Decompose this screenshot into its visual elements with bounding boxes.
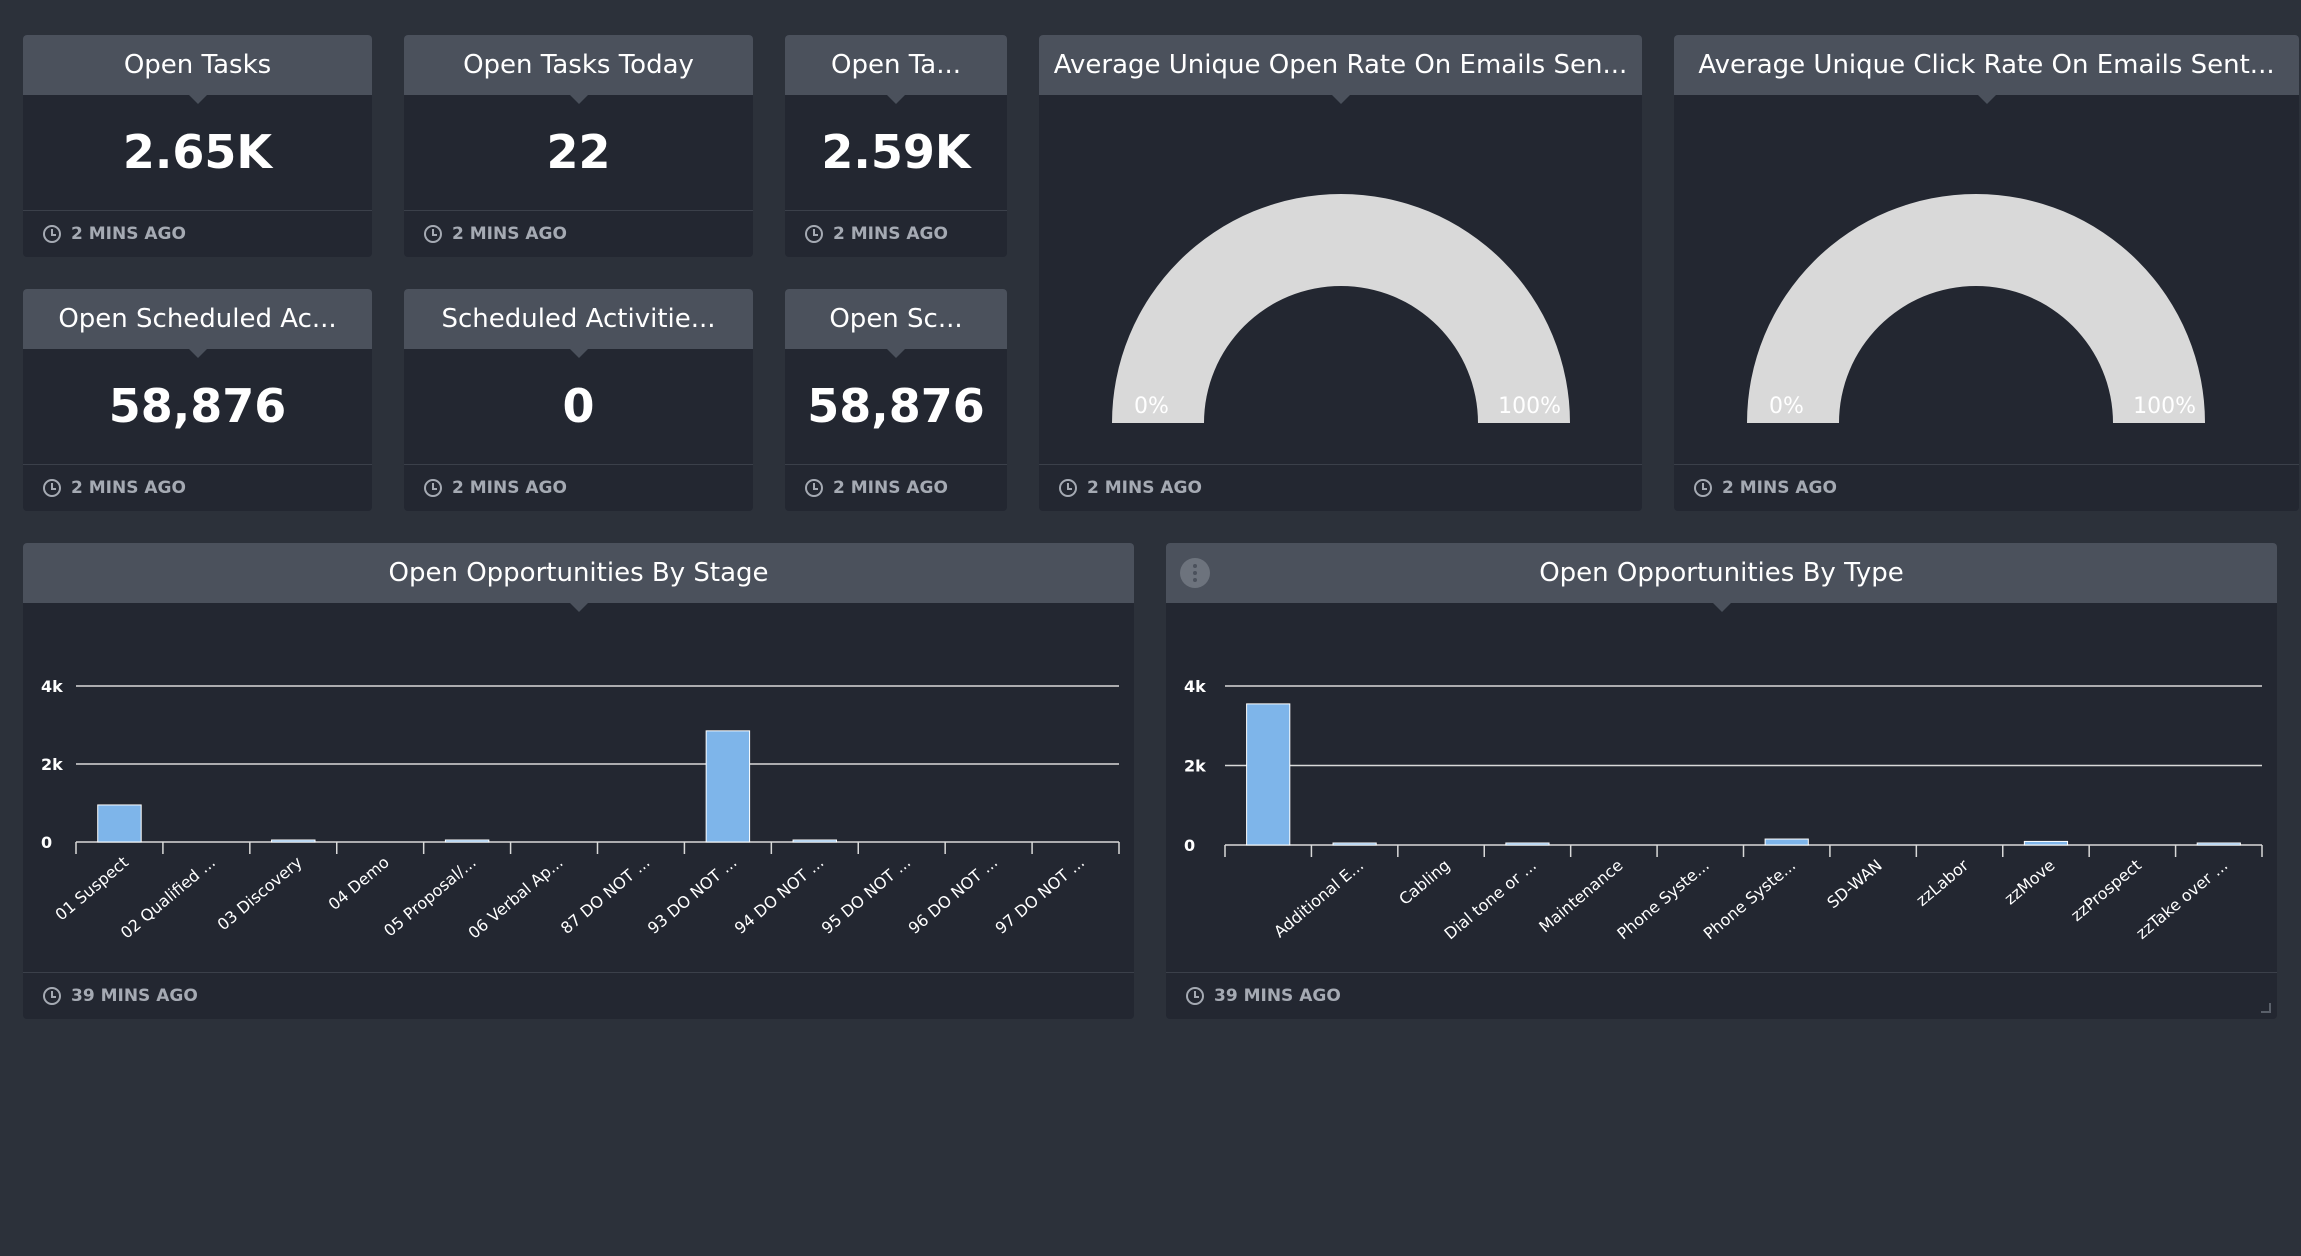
clock-icon: [1059, 479, 1077, 497]
x-tick-label: Phone Syste...: [1613, 856, 1713, 944]
last-updated: 39 MINS AGO: [1166, 972, 2277, 1019]
tile-click-rate-gauge[interactable]: Average Unique Click Rate On Emails Sent…: [1674, 35, 2299, 511]
last-updated: 2 MINS AGO: [1674, 464, 2299, 511]
tile-title: Open Scheduled Ac...: [23, 289, 372, 358]
y-tick-label: 4k: [41, 677, 63, 696]
bar: [271, 839, 316, 843]
last-updated: 2 MINS AGO: [404, 210, 753, 257]
x-tick-label: 96 DO NOT ...: [905, 853, 1002, 938]
chart-title: Open Opportunities By Type: [1166, 543, 2277, 612]
x-tick-label: 01 Suspect: [52, 853, 133, 925]
y-tick-label: 0: [41, 833, 52, 852]
y-tick-label: 4k: [1184, 677, 1206, 696]
bar: [2196, 842, 2241, 846]
tile-title: Average Unique Open Rate On Emails Sen..…: [1039, 35, 1642, 104]
x-tick-label: 95 DO NOT ...: [818, 853, 915, 938]
last-updated: 2 MINS AGO: [785, 464, 1007, 511]
tile-open-rate-gauge[interactable]: Average Unique Open Rate On Emails Sen..…: [1039, 35, 1642, 511]
bar: [1505, 842, 1550, 846]
x-tick-label: 02 Qualified ...: [117, 853, 219, 943]
x-tick-label: 06 Verbal Ap...: [464, 853, 566, 943]
gauge: 0% 100%: [1747, 194, 2205, 423]
clock-icon: [43, 225, 61, 243]
tile-opportunities-by-stage[interactable]: Open Opportunities By Stage 0 2k 4k 01 Susp…: [23, 543, 1134, 1019]
metric-value: 0: [562, 379, 595, 433]
metric-value: 2.59K: [821, 125, 971, 179]
y-tick-label: 2k: [1184, 757, 1206, 776]
gauge-min-label: 0%: [1769, 394, 1804, 419]
last-updated: 2 MINS AGO: [23, 210, 372, 257]
clock-icon: [805, 225, 823, 243]
last-updated: 2 MINS AGO: [785, 210, 1007, 257]
metric-value: 58,876: [807, 379, 985, 433]
x-tick-label: 87 DO NOT ...: [557, 853, 654, 938]
x-tick-label: Dial tone or ...: [1441, 856, 1541, 944]
tile-open-tasks[interactable]: Open Tasks 2.65K 2 MINS AGO: [23, 35, 372, 257]
clock-icon: [805, 479, 823, 497]
x-tick-label: 97 DO NOT ...: [992, 853, 1089, 938]
metric-value: 58,876: [108, 379, 287, 433]
x-tick-label: zzTake over ...: [2132, 856, 2231, 943]
gauge-arc: [1112, 194, 1570, 423]
bar: [792, 839, 838, 843]
tile-scheduled-activities[interactable]: Scheduled Activitie... 0 2 MINS AGO: [404, 289, 753, 511]
gauge-max-label: 100%: [1498, 394, 1561, 419]
gauge-arc: [1747, 194, 2205, 423]
x-tick-label: zzLabor: [1912, 855, 1972, 910]
tile-title: Scheduled Activitie...: [404, 289, 753, 358]
clock-icon: [424, 225, 442, 243]
x-tick-label: zzProspect: [2067, 856, 2145, 926]
x-tick-label: Additional E...: [1270, 856, 1367, 942]
bar: [97, 804, 142, 843]
x-tick-label: SD-WAN: [1823, 856, 1885, 913]
bar: [2023, 840, 2069, 846]
tile-title: Average Unique Click Rate On Emails Sent…: [1674, 35, 2299, 104]
tile-open-scheduled-activities[interactable]: Open Scheduled Ac... 58,876 2 MINS AGO: [23, 289, 372, 511]
tile-title: Open Sc...: [785, 289, 1007, 358]
x-tick-label: Maintenance: [1535, 856, 1626, 937]
bar: [1332, 842, 1377, 846]
bar: [1764, 838, 1809, 846]
metric-value: 2.65K: [122, 125, 273, 179]
x-tick-label: Cabling: [1395, 856, 1453, 909]
x-tick-label: 93 DO NOT ...: [644, 853, 741, 938]
chart-title: Open Opportunities By Stage: [23, 543, 1134, 612]
clock-icon: [43, 479, 61, 497]
x-tick-label: 03 Discovery: [214, 853, 306, 935]
last-updated: 2 MINS AGO: [1039, 464, 1642, 511]
tile-open-sc[interactable]: Open Sc... 58,876 2 MINS AGO: [785, 289, 1007, 511]
tile-title: Open Tasks Today: [404, 35, 753, 104]
y-tick-label: 0: [1184, 836, 1195, 855]
clock-icon: [43, 987, 61, 1005]
clock-icon: [1694, 479, 1712, 497]
x-tick-label: Phone Syste...: [1700, 856, 1800, 944]
y-tick-label: 2k: [41, 755, 63, 774]
tile-open-ta[interactable]: Open Ta... 2.59K 2 MINS AGO: [785, 35, 1007, 257]
gauge-max-label: 100%: [2133, 394, 2196, 419]
clock-icon: [1186, 987, 1204, 1005]
tile-opportunities-by-type[interactable]: Open Opportunities By Type 0 2k 4k Addition…: [1166, 543, 2277, 1019]
last-updated: 2 MINS AGO: [23, 464, 372, 511]
clock-icon: [424, 479, 442, 497]
metric-value: 22: [546, 125, 611, 179]
bar: [705, 730, 751, 843]
gauge-min-label: 0%: [1134, 394, 1169, 419]
x-tick-label: 04 Demo: [325, 853, 393, 914]
last-updated: 39 MINS AGO: [23, 972, 1134, 1019]
x-tick-label: 94 DO NOT ...: [731, 853, 828, 938]
tile-open-tasks-today[interactable]: Open Tasks Today 22 2 MINS AGO: [404, 35, 753, 257]
gauge: 0% 100%: [1112, 194, 1570, 423]
bar: [1246, 703, 1291, 846]
last-updated: 2 MINS AGO: [404, 464, 753, 511]
tile-title: Open Tasks: [23, 35, 372, 104]
bar: [444, 839, 490, 843]
resize-handle[interactable]: [2261, 1003, 2271, 1013]
more-dots-icon[interactable]: [1180, 558, 1210, 588]
tile-title: Open Ta...: [785, 35, 1007, 104]
x-tick-label: zzMove: [2001, 856, 2059, 909]
